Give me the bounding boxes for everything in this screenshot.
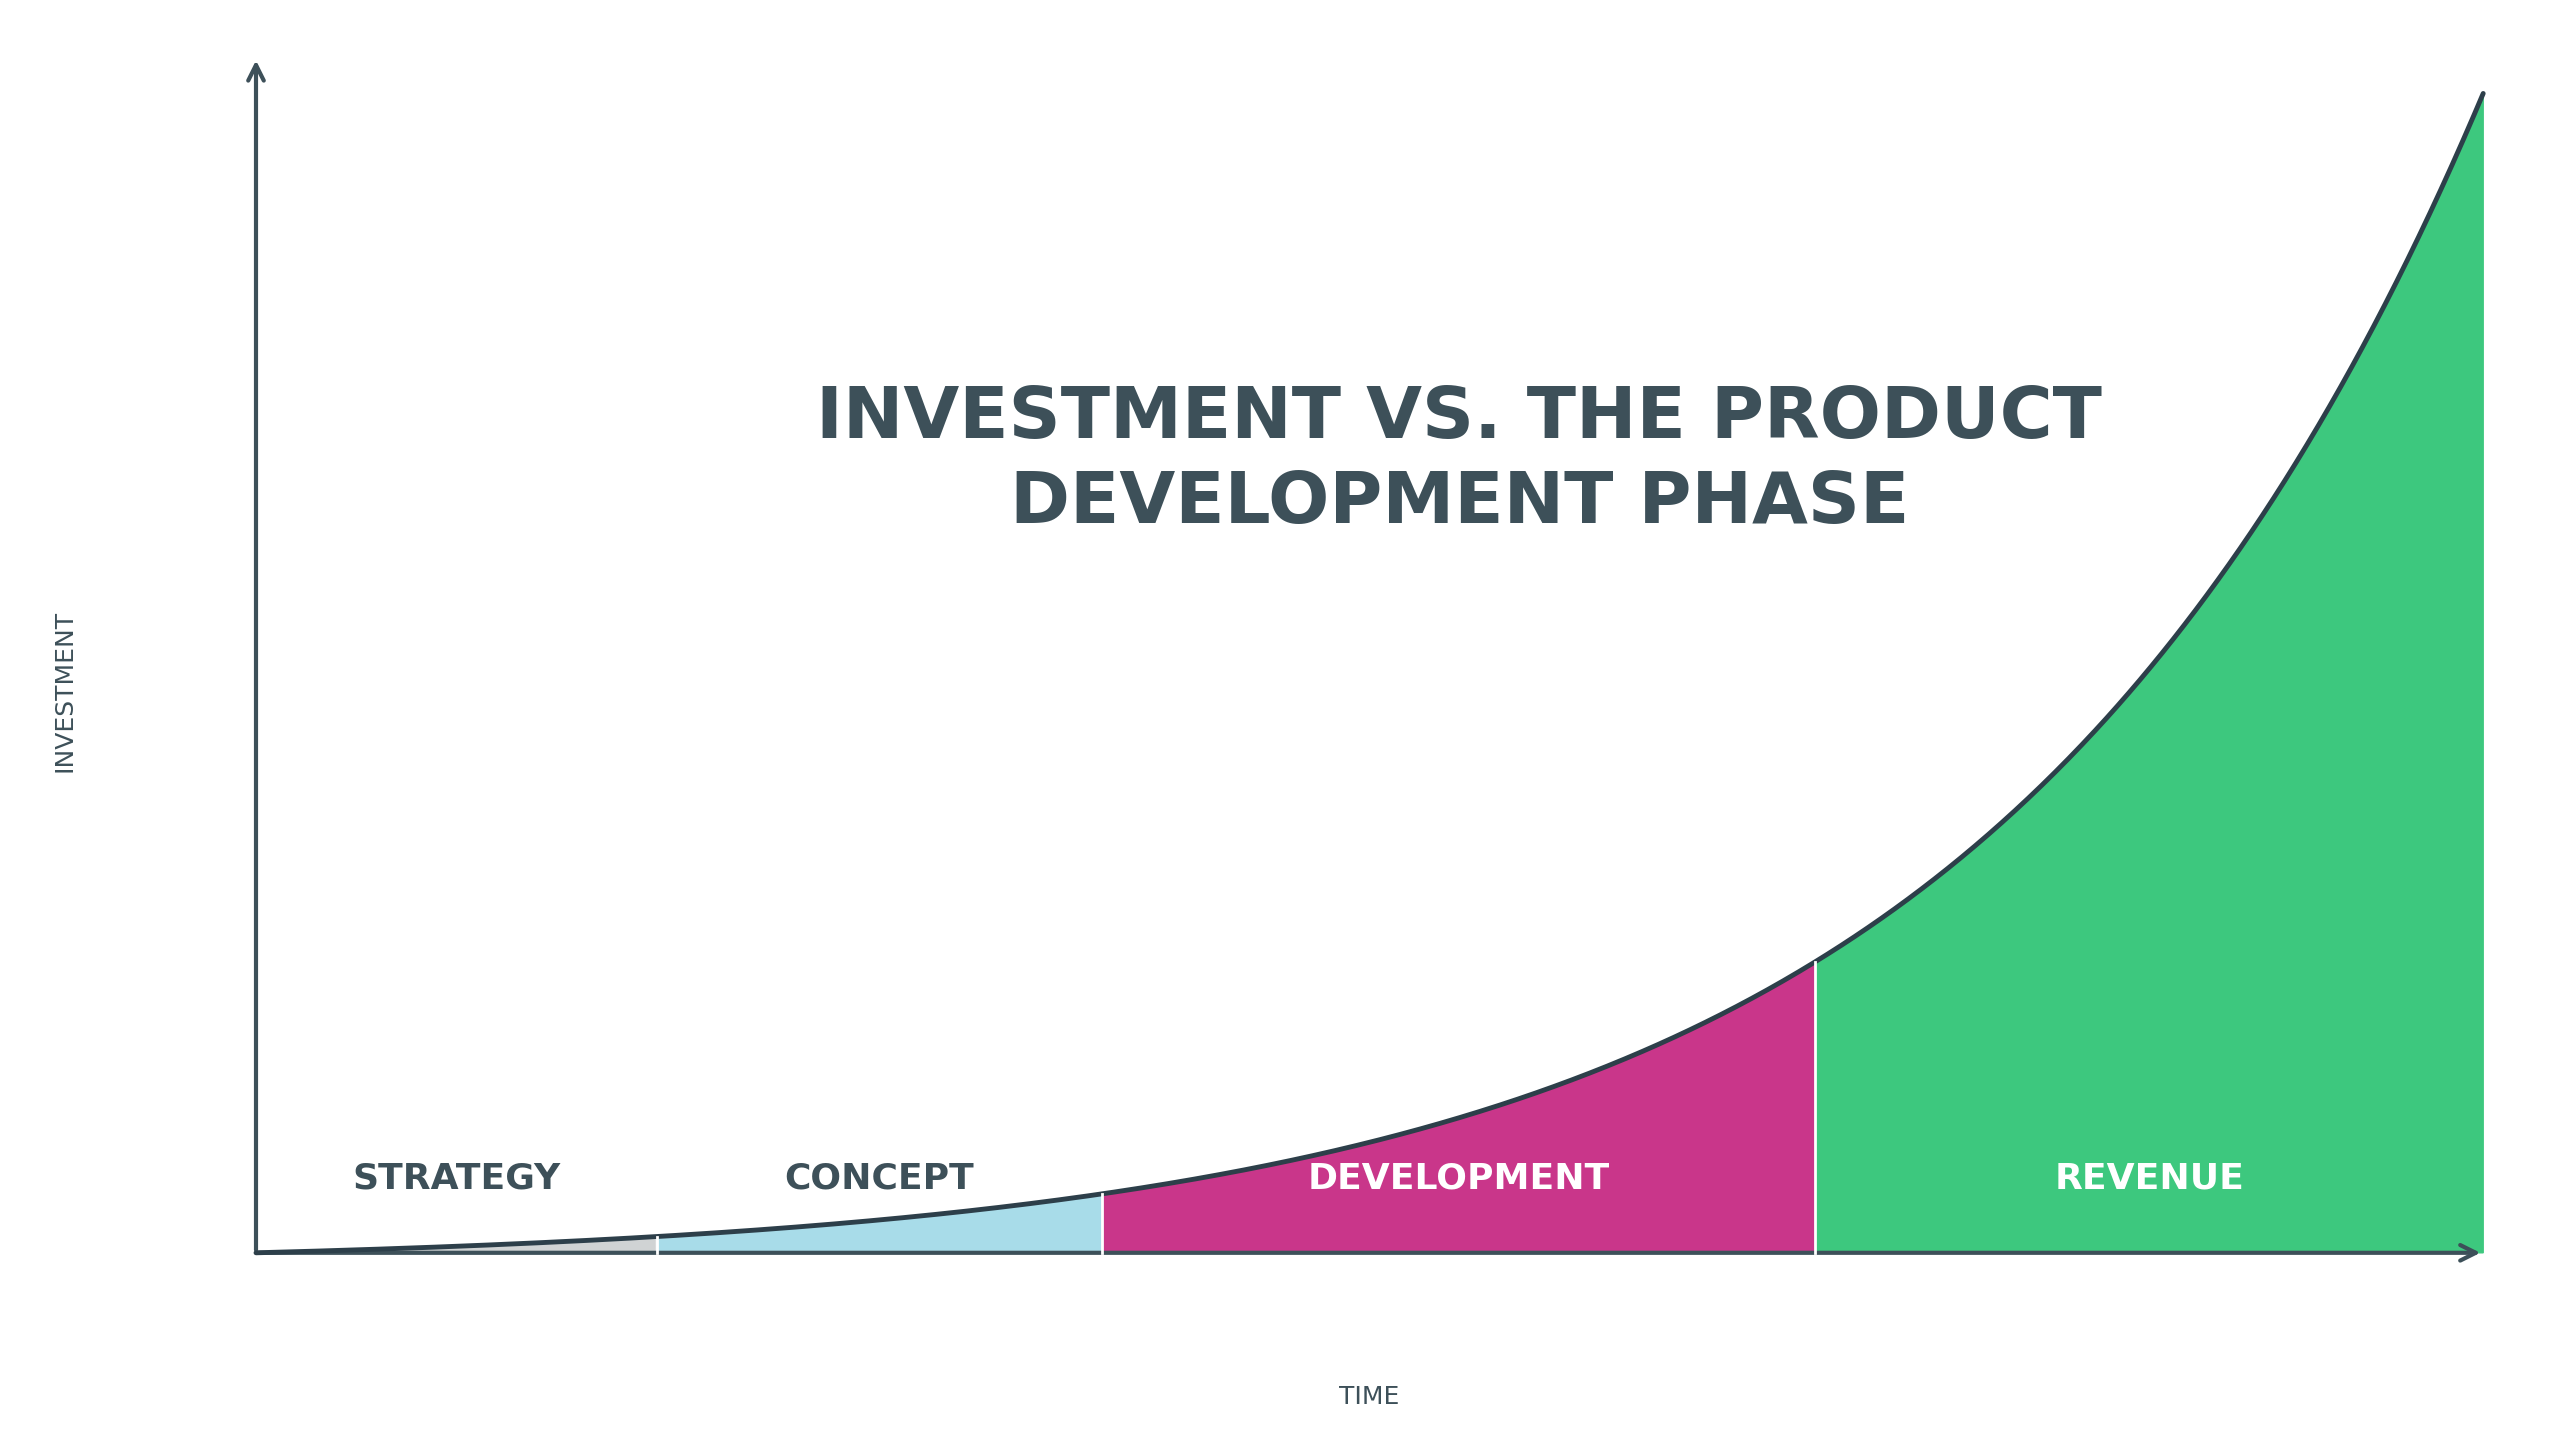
Polygon shape: [1818, 94, 2483, 1253]
Text: STRATEGY: STRATEGY: [353, 1161, 561, 1195]
Text: INVESTMENT: INVESTMENT: [51, 611, 77, 772]
Polygon shape: [1103, 962, 1815, 1253]
Text: INVESTMENT VS. THE PRODUCT
DEVELOPMENT PHASE: INVESTMENT VS. THE PRODUCT DEVELOPMENT P…: [817, 383, 2102, 539]
Text: DEVELOPMENT: DEVELOPMENT: [1308, 1161, 1610, 1195]
Text: CONCEPT: CONCEPT: [786, 1161, 975, 1195]
Polygon shape: [658, 1194, 1101, 1253]
Text: TIME: TIME: [1339, 1385, 1400, 1408]
Text: REVENUE: REVENUE: [2053, 1161, 2245, 1195]
Polygon shape: [256, 1237, 655, 1253]
